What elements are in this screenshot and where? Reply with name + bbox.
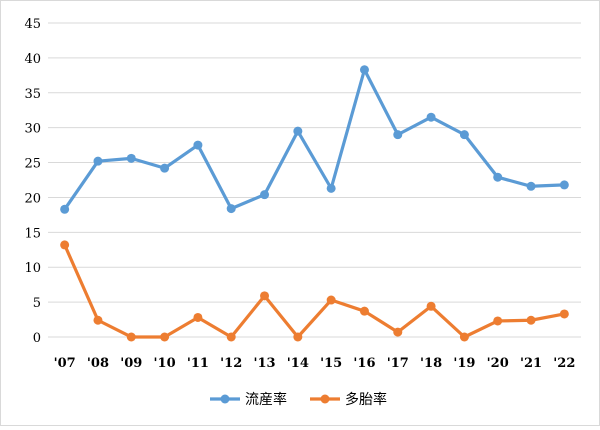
data-point bbox=[559, 180, 569, 190]
data-point bbox=[426, 301, 436, 311]
legend: 流産率 多胎率 bbox=[210, 391, 387, 408]
y-tick-label: 35 bbox=[24, 87, 41, 102]
x-tick-label: '15 bbox=[320, 356, 342, 371]
series-1 bbox=[60, 65, 569, 214]
x-tick-label: '19 bbox=[453, 356, 475, 371]
legend-item-2: 多胎率 bbox=[310, 391, 387, 408]
x-tick-label: '14 bbox=[287, 356, 309, 371]
y-tick-label: 20 bbox=[24, 191, 41, 206]
data-point bbox=[126, 153, 136, 163]
y-tick-label: 30 bbox=[24, 122, 41, 137]
x-tick-label: '13 bbox=[253, 356, 275, 371]
data-point bbox=[60, 204, 70, 214]
x-tick-label: '20 bbox=[487, 356, 509, 371]
data-point bbox=[293, 332, 303, 342]
data-point bbox=[559, 309, 569, 319]
x-tick-label: '10 bbox=[154, 356, 176, 371]
data-point bbox=[459, 332, 469, 342]
x-tick-label: '21 bbox=[520, 356, 542, 371]
y-tick-label: 10 bbox=[24, 261, 41, 276]
data-point bbox=[526, 181, 536, 191]
data-point bbox=[160, 332, 170, 342]
x-tick-label: '17 bbox=[387, 356, 409, 371]
series-layer bbox=[60, 65, 569, 342]
legend-swatch-marker bbox=[220, 394, 230, 404]
data-point bbox=[493, 316, 503, 326]
data-point bbox=[326, 295, 336, 305]
data-point bbox=[93, 156, 103, 166]
x-tick-label: '22 bbox=[553, 356, 575, 371]
data-point bbox=[359, 65, 369, 75]
y-tick-label: 40 bbox=[24, 52, 41, 67]
data-point bbox=[459, 130, 469, 140]
data-point bbox=[326, 183, 336, 193]
y-tick-label: 25 bbox=[24, 157, 41, 172]
legend-swatch-marker bbox=[320, 394, 330, 404]
data-point bbox=[393, 130, 403, 140]
data-point bbox=[359, 306, 369, 316]
legend-label: 多胎率 bbox=[345, 391, 387, 408]
x-tick-label: '18 bbox=[420, 356, 442, 371]
x-tick-label: '09 bbox=[120, 356, 142, 371]
data-point bbox=[93, 315, 103, 325]
data-point bbox=[160, 163, 170, 173]
data-point bbox=[260, 291, 270, 301]
data-point bbox=[426, 112, 436, 122]
y-axis-ticks: 0 5 10 15 20 25 30 35 40 45 bbox=[24, 17, 41, 346]
data-point bbox=[393, 327, 403, 337]
data-point bbox=[493, 172, 503, 182]
y-tick-label: 15 bbox=[24, 226, 41, 241]
x-tick-label: '12 bbox=[220, 356, 242, 371]
y-tick-label: 45 bbox=[24, 17, 41, 32]
x-tick-label: '11 bbox=[187, 356, 209, 371]
series-line bbox=[63, 68, 566, 211]
data-point bbox=[193, 140, 203, 150]
data-point bbox=[126, 332, 136, 342]
series-2 bbox=[60, 240, 569, 342]
data-point bbox=[226, 204, 236, 214]
legend-label: 流産率 bbox=[245, 391, 287, 408]
data-point bbox=[226, 332, 236, 342]
x-tick-label: '16 bbox=[353, 356, 375, 371]
data-point bbox=[193, 312, 203, 322]
y-tick-label: 5 bbox=[33, 296, 41, 311]
data-point bbox=[60, 240, 70, 250]
data-point bbox=[260, 190, 270, 200]
x-tick-label: '07 bbox=[54, 356, 76, 371]
series-line bbox=[63, 243, 566, 339]
data-point bbox=[293, 126, 303, 136]
x-axis-ticks: '07 '08 '09 '10 '11 '12 '13 '14 '15 '16 '17 '18 '19 '… bbox=[54, 356, 576, 371]
legend-item-1: 流産率 bbox=[210, 391, 287, 408]
x-tick-label: '08 bbox=[87, 356, 109, 371]
data-point bbox=[526, 315, 536, 325]
y-tick-label: 0 bbox=[33, 331, 41, 346]
